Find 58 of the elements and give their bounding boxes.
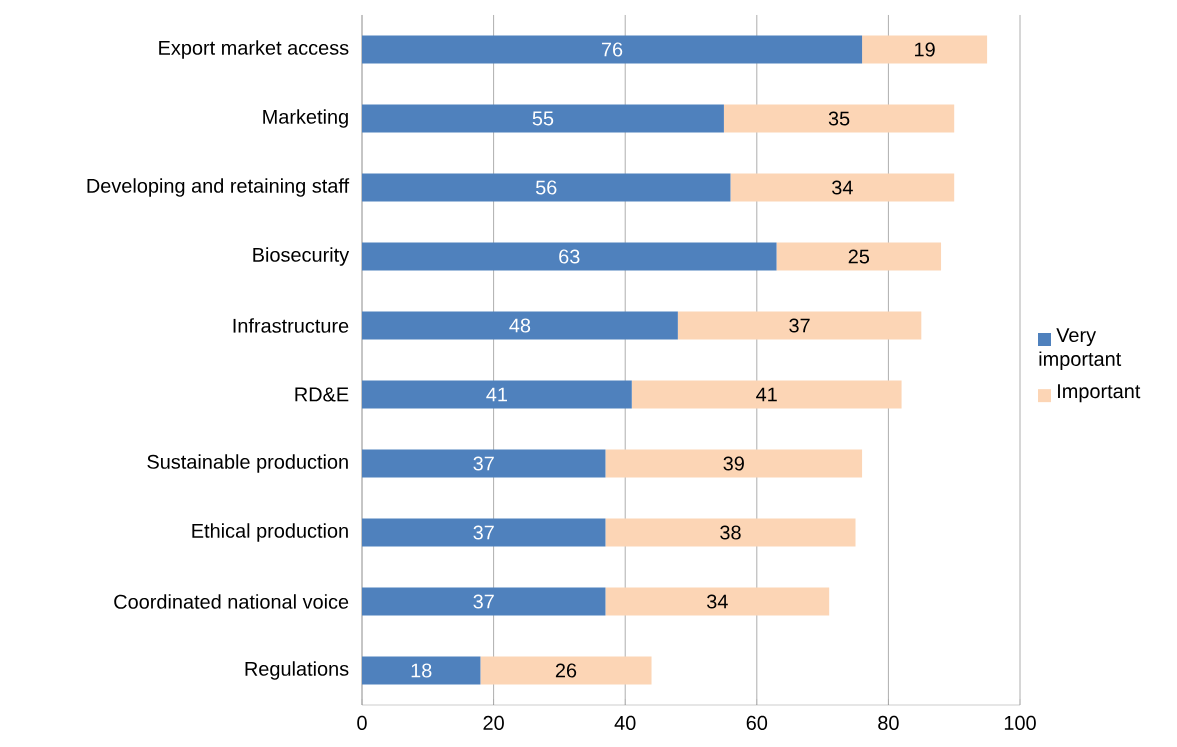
bar — [677, 311, 922, 340]
bar — [362, 587, 606, 616]
x-tick-label: 20 — [483, 715, 504, 730]
data-label: 25 — [848, 249, 870, 264]
bar — [362, 35, 863, 64]
data-label: 48 — [509, 318, 531, 333]
y-tick-label: Coordinated national voice — [114, 594, 349, 609]
data-label: 56 — [535, 180, 557, 195]
data-label: 39 — [723, 456, 744, 471]
bar — [480, 656, 652, 685]
y-tick-label: Ethical production — [192, 523, 348, 542]
data-label: 41 — [486, 387, 507, 402]
bar — [362, 104, 724, 133]
data-label: 34 — [707, 594, 728, 609]
data-label: 38 — [720, 525, 741, 540]
y-tick-label: Regulations — [245, 661, 349, 680]
bar — [362, 518, 606, 547]
x-tick-label: 60 — [746, 715, 768, 730]
bar — [362, 311, 678, 340]
bar — [776, 242, 942, 271]
bar — [862, 35, 988, 64]
bar — [605, 449, 863, 478]
y-tick-label: Export market access — [159, 40, 349, 59]
data-label: 63 — [559, 249, 580, 264]
data-label: 26 — [555, 663, 577, 678]
y-tick-label: Sustainable production — [147, 454, 348, 473]
bar — [723, 104, 955, 133]
legend-label: Important — [1058, 384, 1141, 403]
y-tick-label: Developing and retaining staff — [87, 178, 350, 197]
x-tick-label: 100 — [1004, 715, 1036, 730]
y-tick-label: Marketing — [263, 109, 348, 128]
data-label: 19 — [915, 42, 935, 57]
x-tick-label: 40 — [614, 715, 636, 730]
data-label: 37 — [789, 318, 810, 333]
bar — [362, 656, 481, 685]
data-label: 37 — [473, 456, 494, 471]
y-tick-label: Infrastructure — [233, 318, 349, 333]
data-label: 34 — [832, 180, 853, 195]
x-tick-label: 80 — [878, 715, 899, 730]
data-label: 18 — [411, 663, 432, 678]
bar — [362, 173, 731, 202]
bar — [362, 449, 606, 478]
bar — [362, 242, 777, 271]
bar — [605, 587, 830, 616]
bar — [730, 173, 955, 202]
bar — [605, 518, 856, 547]
legend-label: Very important — [1039, 328, 1122, 370]
data-label: 41 — [756, 387, 777, 402]
data-label: 37 — [473, 594, 494, 609]
y-tick-label: RD&E — [295, 387, 349, 402]
data-label: 55 — [532, 111, 554, 126]
data-label: 76 — [601, 42, 623, 57]
data-label: 35 — [828, 111, 850, 126]
bar — [362, 380, 632, 409]
x-tick-label: 0 — [357, 715, 367, 730]
bar — [631, 380, 902, 409]
y-tick-label: Biosecurity — [253, 247, 350, 266]
data-label: 37 — [473, 525, 494, 540]
